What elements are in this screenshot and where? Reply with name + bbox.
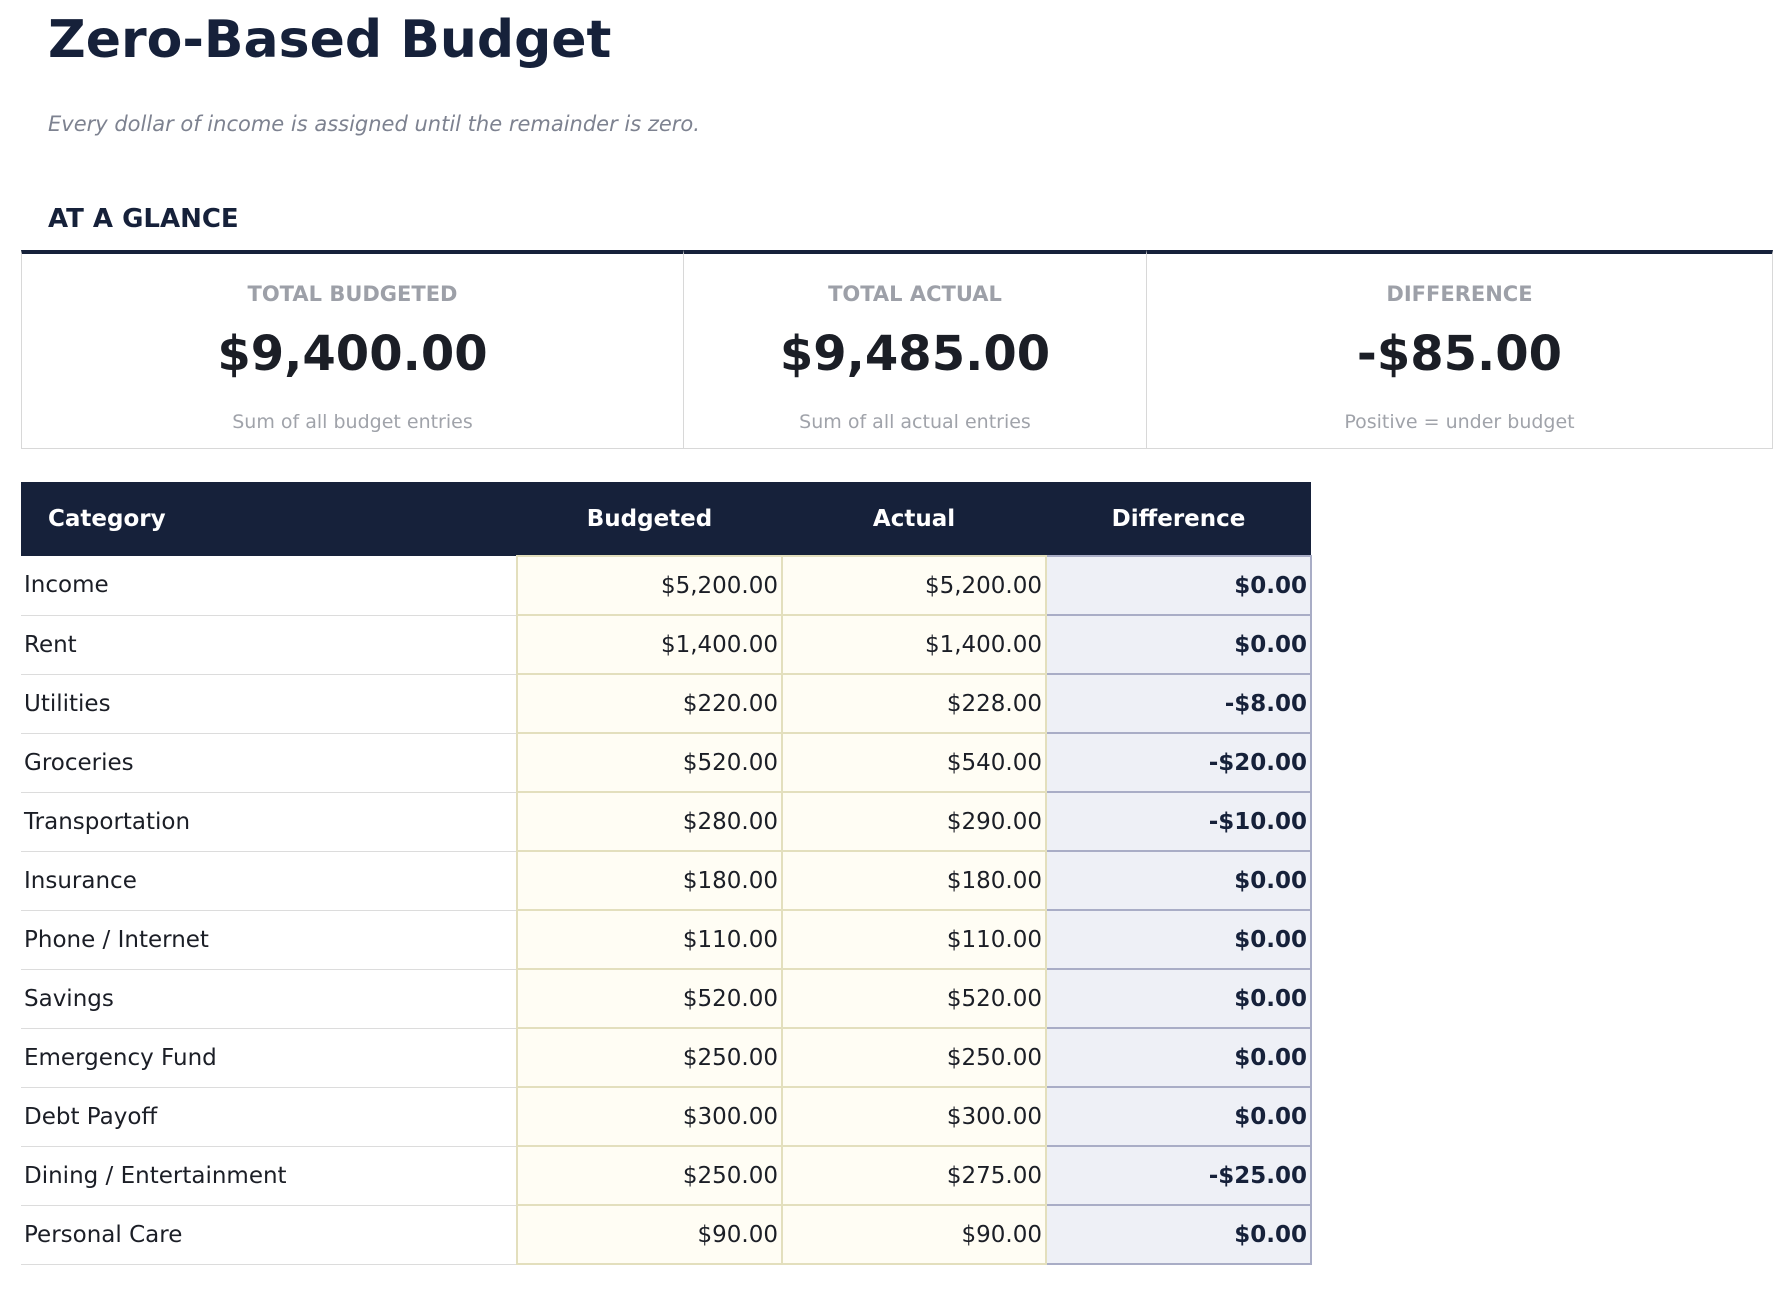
budgeted-cell: $90.00 xyxy=(516,1204,783,1265)
column-header: Difference xyxy=(1046,482,1311,556)
actual-cell: $5,200.00 xyxy=(781,555,1047,616)
actual-cell: $180.00 xyxy=(781,850,1047,911)
table-row: Savings $520.00 $520.00 $0.00 xyxy=(21,968,1312,1029)
summary-card: DIFFERENCE -$85.00 Positive = under budget xyxy=(1147,250,1773,449)
card-note: Positive = under budget xyxy=(1344,411,1575,433)
budgeted-cell: $250.00 xyxy=(516,1027,783,1088)
actual-cell: $520.00 xyxy=(781,968,1047,1029)
budget-table: Category Budgeted Actual Difference Income $… xyxy=(21,482,1312,1265)
category-cell: Utilities xyxy=(21,674,517,734)
actual-cell: $90.00 xyxy=(781,1204,1047,1265)
category-cell: Savings xyxy=(21,969,517,1029)
category-cell: Income xyxy=(21,556,517,616)
summary-cards: TOTAL BUDGETED $9,400.00 Sum of all budget… xyxy=(21,250,1773,449)
title: Zero-Based Budget xyxy=(48,10,612,70)
budgeted-cell: $180.00 xyxy=(516,850,783,911)
difference-cell: -$20.00 xyxy=(1045,732,1312,793)
table-row: Groceries $520.00 $540.00 -$20.00 xyxy=(21,732,1312,793)
actual-cell: $250.00 xyxy=(781,1027,1047,1088)
budgeted-cell: $520.00 xyxy=(516,732,783,793)
card-note: Sum of all budget entries xyxy=(232,411,473,433)
summary-card: TOTAL BUDGETED $9,400.00 Sum of all budget… xyxy=(21,250,684,449)
category-cell: Debt Payoff xyxy=(21,1087,517,1147)
difference-cell: $0.00 xyxy=(1045,1086,1312,1147)
category-cell: Dining / Entertainment xyxy=(21,1146,517,1206)
card-note: Sum of all actual entries xyxy=(799,411,1031,433)
difference-cell: $0.00 xyxy=(1045,1204,1312,1265)
actual-cell: $228.00 xyxy=(781,673,1047,734)
table-row: Debt Payoff $300.00 $300.00 $0.00 xyxy=(21,1086,1312,1147)
table-row: Emergency Fund $250.00 $250.00 $0.00 xyxy=(21,1027,1312,1088)
table-row: Dining / Entertainment $250.00 $275.00 -$25… xyxy=(21,1145,1312,1206)
table-row: Phone / Internet $110.00 $110.00 $0.00 xyxy=(21,909,1312,970)
card-label: TOTAL ACTUAL xyxy=(828,282,1002,306)
difference-cell: -$25.00 xyxy=(1045,1145,1312,1206)
table-row: Personal Care $90.00 $90.00 $0.00 xyxy=(21,1204,1312,1265)
section-heading: AT A GLANCE xyxy=(48,204,239,234)
category-cell: Rent xyxy=(21,615,517,675)
difference-cell: -$8.00 xyxy=(1045,673,1312,734)
difference-cell: $0.00 xyxy=(1045,1027,1312,1088)
table-body: Income $5,200.00 $5,200.00 $0.00 Rent $1,400.… xyxy=(21,555,1312,1265)
column-header: Budgeted xyxy=(517,482,782,556)
card-label: DIFFERENCE xyxy=(1386,282,1533,306)
budgeted-cell: $1,400.00 xyxy=(516,614,783,675)
card-label: TOTAL BUDGETED xyxy=(247,282,458,306)
card-value: -$85.00 xyxy=(1356,326,1563,382)
budgeted-cell: $300.00 xyxy=(516,1086,783,1147)
category-cell: Personal Care xyxy=(21,1205,517,1265)
card-value: $9,485.00 xyxy=(779,326,1051,382)
column-header: Category xyxy=(21,482,517,556)
budgeted-cell: $250.00 xyxy=(516,1145,783,1206)
difference-cell: $0.00 xyxy=(1045,850,1312,911)
budgeted-cell: $280.00 xyxy=(516,791,783,852)
actual-cell: $1,400.00 xyxy=(781,614,1047,675)
budgeted-cell: $5,200.00 xyxy=(516,555,783,616)
category-cell: Insurance xyxy=(21,851,517,911)
card-value: $9,400.00 xyxy=(217,326,488,382)
table-row: Insurance $180.00 $180.00 $0.00 xyxy=(21,850,1312,911)
actual-cell: $290.00 xyxy=(781,791,1047,852)
actual-cell: $110.00 xyxy=(781,909,1047,970)
difference-cell: $0.00 xyxy=(1045,909,1312,970)
budgeted-cell: $220.00 xyxy=(516,673,783,734)
actual-cell: $540.00 xyxy=(781,732,1047,793)
category-cell: Emergency Fund xyxy=(21,1028,517,1088)
column-header: Actual xyxy=(782,482,1046,556)
table-row: Rent $1,400.00 $1,400.00 $0.00 xyxy=(21,614,1312,675)
header-row: Category Budgeted Actual Difference xyxy=(21,482,1311,556)
actual-cell: $275.00 xyxy=(781,1145,1047,1206)
category-cell: Transportation xyxy=(21,792,517,852)
category-cell: Phone / Internet xyxy=(21,910,517,970)
difference-cell: $0.00 xyxy=(1045,614,1312,675)
difference-cell: -$10.00 xyxy=(1045,791,1312,852)
summary-card: TOTAL ACTUAL $9,485.00 Sum of all actual e… xyxy=(684,250,1147,449)
difference-cell: $0.00 xyxy=(1045,968,1312,1029)
table-row: Transportation $280.00 $290.00 -$10.00 xyxy=(21,791,1312,852)
difference-cell: $0.00 xyxy=(1045,555,1312,616)
category-cell: Groceries xyxy=(21,733,517,793)
table-row: Income $5,200.00 $5,200.00 $0.00 xyxy=(21,555,1312,616)
budgeted-cell: $520.00 xyxy=(516,968,783,1029)
actual-cell: $300.00 xyxy=(781,1086,1047,1147)
subtitle: Every dollar of income is assigned until… xyxy=(48,112,700,136)
table-row: Utilities $220.00 $228.00 -$8.00 xyxy=(21,673,1312,734)
budgeted-cell: $110.00 xyxy=(516,909,783,970)
